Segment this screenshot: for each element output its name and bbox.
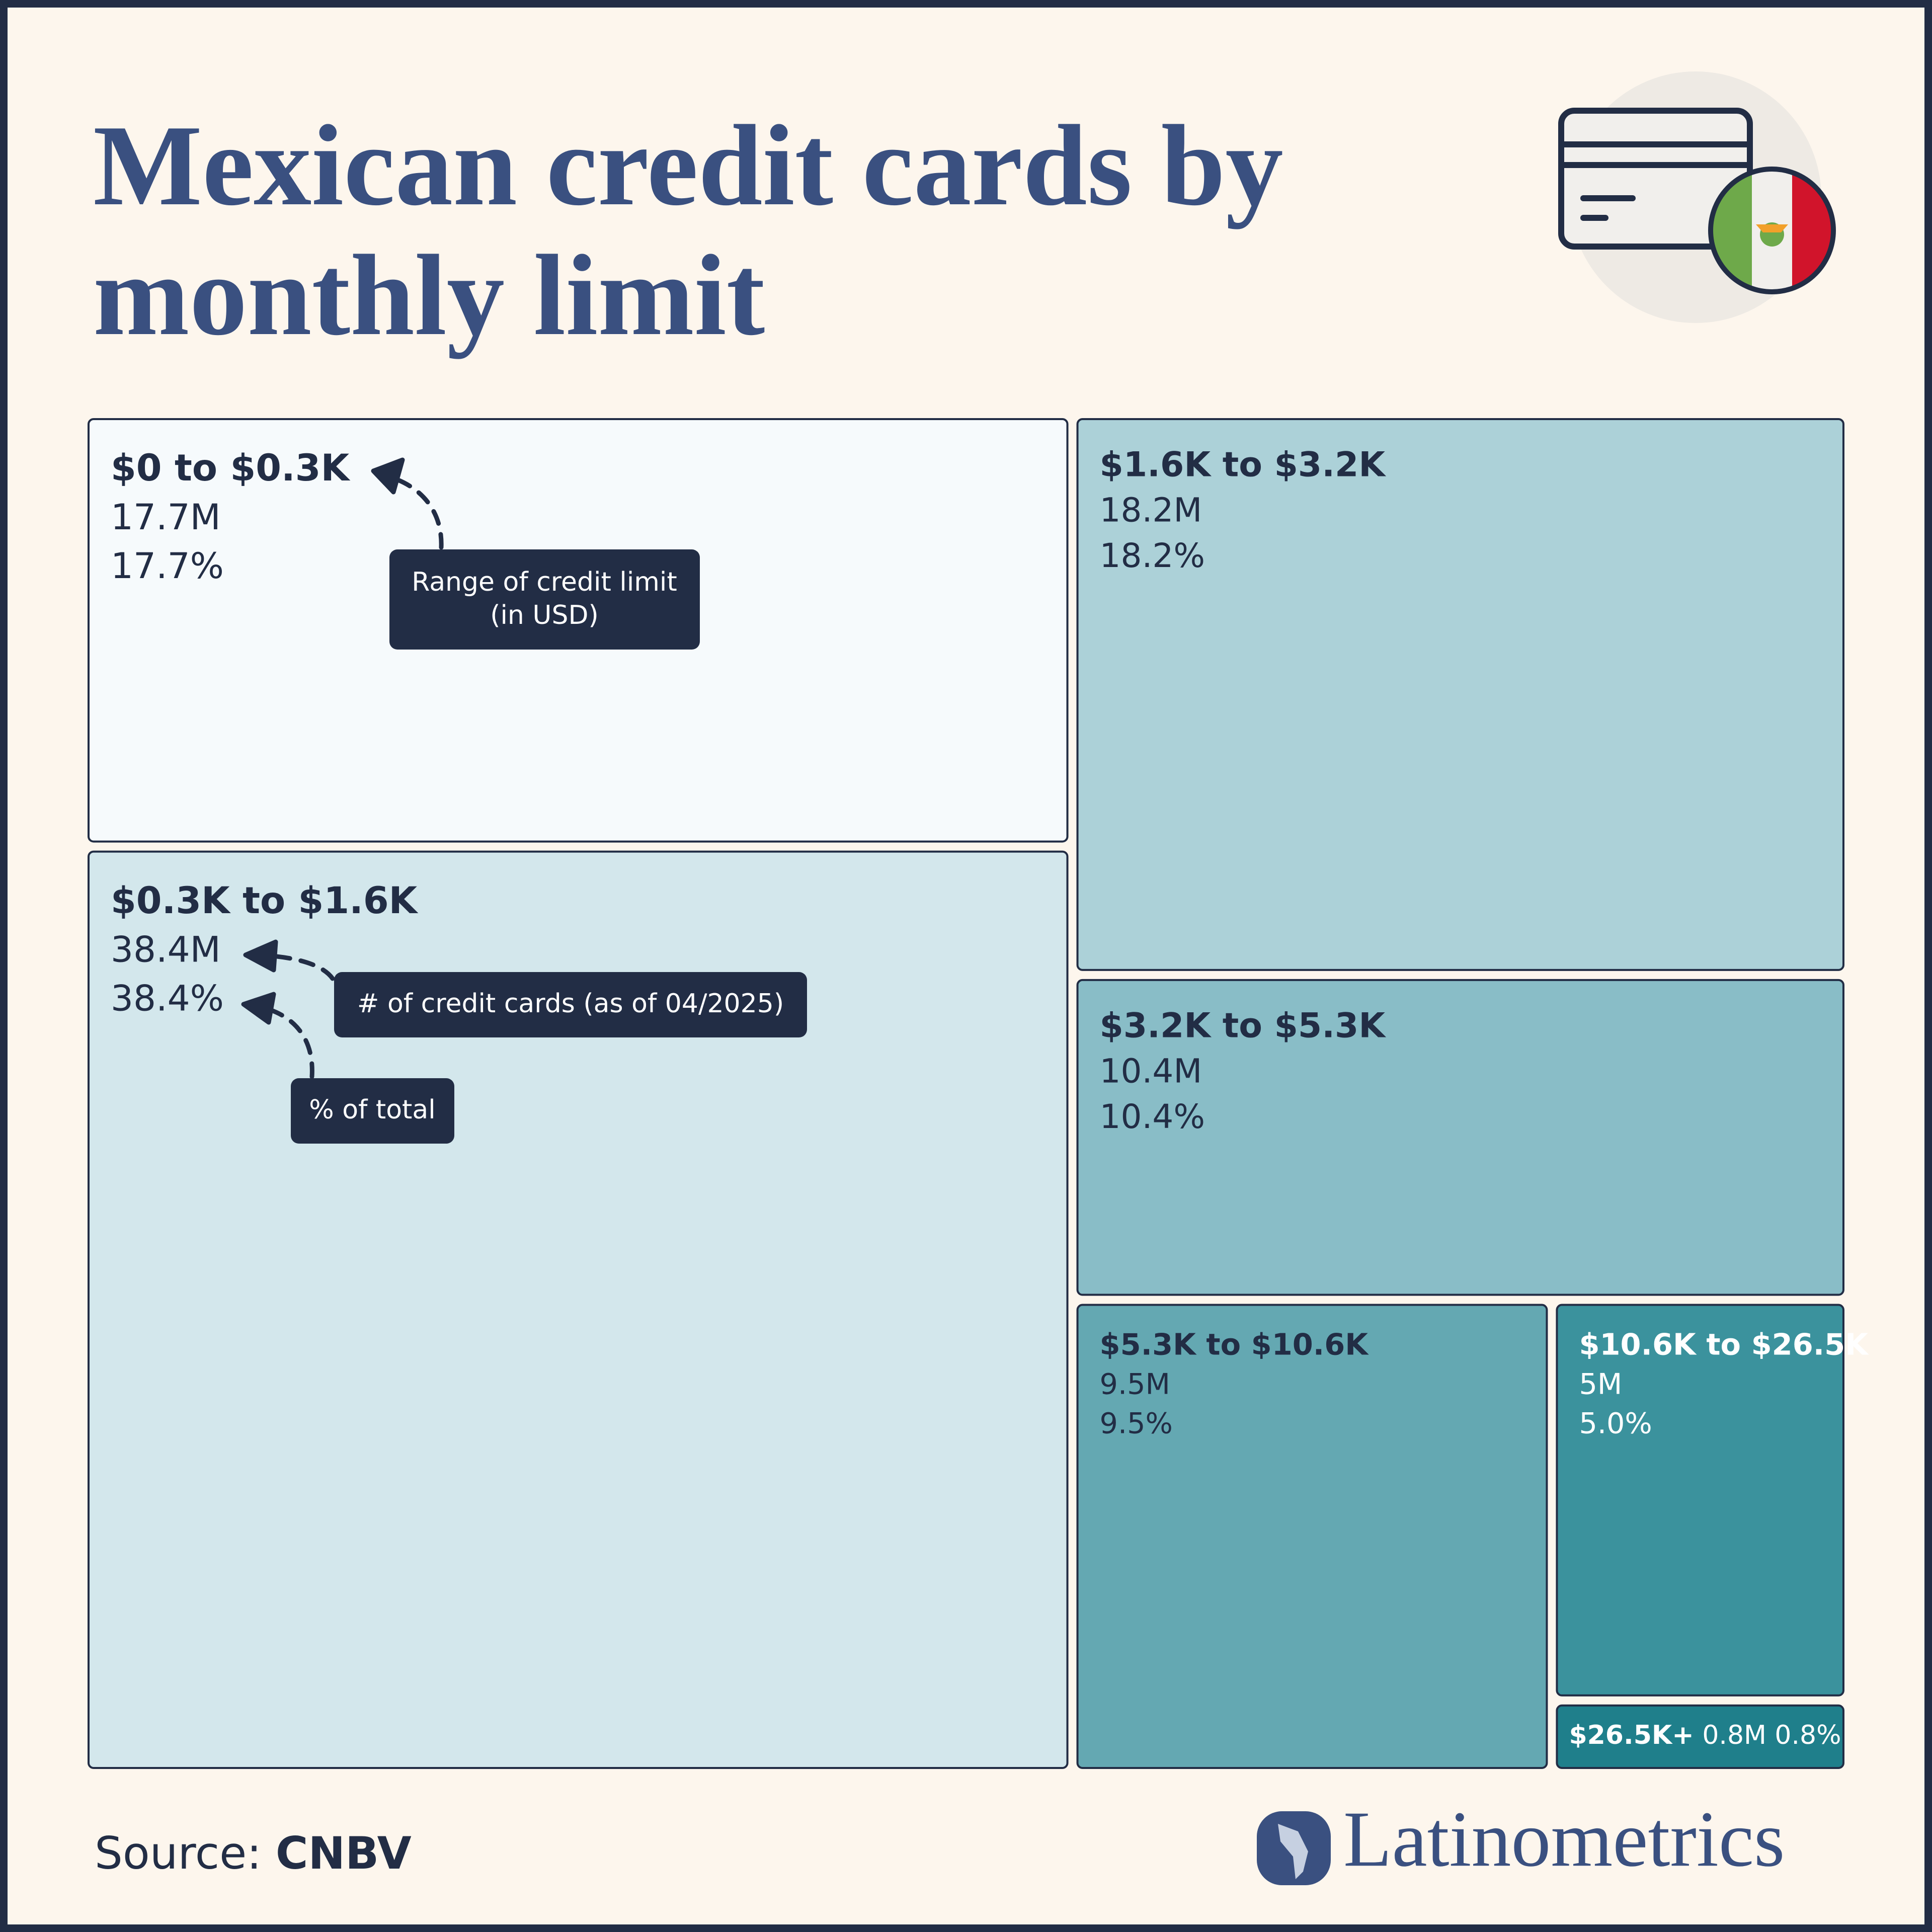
treemap-cell: [1076, 418, 1845, 971]
value-label: 5M: [1579, 1367, 1622, 1401]
arrowhead: [241, 992, 276, 1025]
treemap-cell: [1556, 1704, 1845, 1769]
annotation-box: [334, 972, 807, 1037]
share-label: 38.4%: [111, 977, 224, 1019]
share-label: 9.5%: [1100, 1407, 1173, 1440]
arrowhead: [371, 457, 405, 495]
value-label: 17.7M: [111, 496, 221, 538]
category-label: $0 to $0.3K: [111, 447, 351, 490]
annotation-box: [291, 1078, 454, 1144]
source-name: CNBV: [276, 1827, 412, 1879]
value-label: 38.4M: [111, 928, 221, 970]
share-label: 10.4%: [1100, 1097, 1205, 1136]
category-label: $3.2K to $5.3K: [1100, 1006, 1387, 1046]
annotations: [241, 457, 444, 1079]
category-label: $5.3K to $10.6K: [1100, 1327, 1370, 1361]
value-label: 18.2M: [1100, 491, 1202, 530]
annotation: (in USD): [490, 600, 599, 630]
arrowhead: [243, 939, 278, 973]
annotation: Range of credit limit: [412, 567, 677, 597]
value-label: 9.5M: [1100, 1367, 1170, 1401]
source: Source: CNBV: [95, 1827, 412, 1879]
share-label: 0.8%: [1775, 1720, 1841, 1750]
category-label: $10.6K to $26.5K: [1579, 1327, 1869, 1361]
source-label: Source:: [95, 1827, 262, 1879]
value-label: 10.4M: [1100, 1052, 1202, 1091]
cell-label: $26.5K+ 0.8M 0.8%: [1569, 1720, 1841, 1750]
arrow: [380, 472, 444, 550]
card-icon: [1558, 71, 1836, 323]
annotation: # of credit cards (as of 04/2025): [357, 989, 784, 1019]
value-label: 0.8M: [1702, 1720, 1766, 1750]
category-label: $26.5K+: [1569, 1720, 1694, 1750]
flag-border: [1708, 167, 1836, 294]
treemap-cell: [1076, 1304, 1548, 1769]
share-label: 18.2%: [1100, 536, 1205, 575]
share-label: 17.7%: [111, 545, 224, 587]
annotation: % of total: [309, 1095, 436, 1125]
chart-title: Mexican credit cards by monthly limit: [93, 101, 1283, 359]
category-label: $1.6K to $3.2K: [1100, 445, 1387, 485]
category-label: $0.3K to $1.6K: [111, 879, 419, 922]
brand-logo: [1257, 1811, 1331, 1885]
annotation-box: [389, 549, 700, 650]
brand: Latinometrics: [1343, 1795, 1785, 1883]
share-label: 5.0%: [1579, 1407, 1652, 1440]
arrow: [249, 1003, 314, 1079]
treemap-cell: [1556, 1304, 1845, 1697]
treemap-cell: [1076, 979, 1845, 1296]
